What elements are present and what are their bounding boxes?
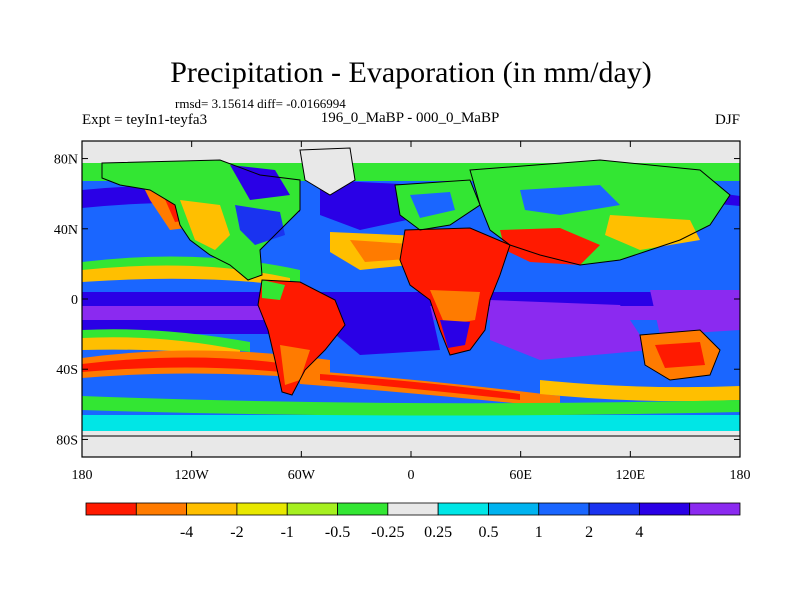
x-tick-label: 120E bbox=[616, 468, 646, 483]
y-tick-label: 40N bbox=[54, 223, 78, 238]
colorbar-label: 0.25 bbox=[424, 524, 452, 541]
colorbar-label: 1 bbox=[535, 524, 543, 541]
x-tick-label: 180 bbox=[730, 468, 751, 483]
y-tick-label: 40S bbox=[56, 363, 78, 378]
y-tick-label: 80S bbox=[56, 433, 78, 448]
x-tick-label: 0 bbox=[408, 468, 415, 483]
x-axis: 180 120W 60W 0 60E 120E 180 bbox=[72, 141, 751, 483]
colorbar-swatch bbox=[588, 502, 640, 516]
colorbar-swatch bbox=[638, 502, 691, 516]
colorbar-swatch bbox=[236, 502, 288, 516]
colorbar-label: 4 bbox=[635, 524, 643, 541]
colorbar-label: -0.25 bbox=[371, 524, 404, 541]
y-tick-label: 0 bbox=[71, 293, 78, 308]
x-tick-label: 120W bbox=[175, 468, 210, 483]
colorbar-swatch bbox=[437, 502, 489, 516]
colorbar-swatch bbox=[85, 502, 137, 516]
x-tick-label: 60E bbox=[509, 468, 532, 483]
experiment-label: Expt = teyIn1-teyfa3 bbox=[82, 112, 207, 128]
colorbar-swatch bbox=[488, 502, 540, 516]
season-label: DJF bbox=[715, 112, 740, 128]
field-layer bbox=[82, 141, 740, 457]
plot-title: Precipitation - Evaporation (in mm/day) bbox=[170, 56, 652, 89]
colorbar-label: 2 bbox=[585, 524, 593, 541]
colorbar: -4 -2 -1 -0.5 -0.25 0.25 0.5 1 2 4 bbox=[85, 502, 741, 541]
period-label: 196_0_MaBP - 000_0_MaBP bbox=[321, 110, 500, 126]
colorbar-swatch bbox=[689, 502, 741, 516]
colorbar-swatch bbox=[286, 502, 338, 516]
stats-label: rmsd= 3.15614 diff= -0.0166994 bbox=[175, 96, 346, 111]
x-tick-label: 180 bbox=[72, 468, 93, 483]
colorbar-label: -0.5 bbox=[325, 524, 350, 541]
colorbar-swatch bbox=[186, 502, 238, 516]
colorbar-swatch bbox=[135, 502, 188, 516]
colorbar-label: -4 bbox=[180, 524, 193, 541]
y-tick-label: 80N bbox=[54, 153, 78, 168]
colorbar-swatch bbox=[538, 502, 590, 516]
colorbar-label: -1 bbox=[281, 524, 294, 541]
colorbar-label: 0.5 bbox=[478, 524, 498, 541]
y-axis: 80N 40N 0 40S 80S bbox=[54, 153, 740, 448]
colorbar-label: -2 bbox=[230, 524, 243, 541]
x-tick-label: 60W bbox=[288, 468, 316, 483]
colorbar-swatch bbox=[387, 502, 439, 516]
colorbar-swatch bbox=[337, 502, 389, 516]
